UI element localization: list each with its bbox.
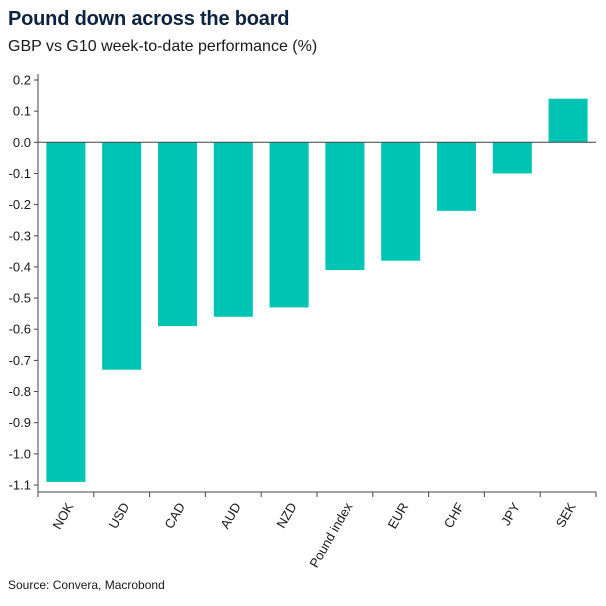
y-tick-label: -0.5 (9, 291, 31, 306)
bar-sek (548, 98, 588, 143)
y-tick-label: -0.4 (9, 259, 31, 274)
x-tick-label: USD (106, 500, 133, 531)
y-tick-label: -0.9 (9, 415, 31, 430)
bar-jpy (492, 142, 532, 174)
chart-title: Pound down across the board (8, 8, 290, 30)
y-tick-label: -0.7 (9, 353, 31, 368)
bar-chf (436, 142, 477, 211)
y-tick-label: -0.2 (9, 197, 31, 212)
y-tick-label: -1.1 (9, 478, 31, 493)
bar-nzd (269, 142, 309, 308)
bar-cad (157, 142, 198, 327)
x-tick-label: Pound index (306, 500, 355, 571)
y-tick-label: -0.1 (9, 166, 31, 181)
y-tick-label: 0.1 (13, 104, 31, 119)
chart-subtitle: GBP vs G10 week-to-date performance (%) (8, 38, 318, 55)
bar-usd (102, 142, 142, 370)
y-tick-label: -0.6 (9, 322, 31, 337)
y-tick-label: 0.2 (13, 73, 31, 88)
x-tick-label: JPY (498, 500, 523, 528)
bar-pound-index (325, 142, 365, 271)
x-tick-label: CAD (161, 500, 188, 531)
x-tick-label: NZD (273, 500, 299, 531)
bar-eur (381, 142, 421, 261)
x-tick-label: EUR (385, 500, 412, 531)
x-tick-label: SEK (553, 500, 579, 530)
bar-nok (46, 142, 86, 482)
y-tick-label: -1.0 (9, 446, 31, 461)
x-tick-label: AUD (217, 500, 244, 531)
y-tick-label: 0.0 (13, 135, 31, 150)
x-tick-label: NOK (49, 500, 76, 532)
source-note: Source: Convera, Macrobond (8, 578, 165, 592)
x-tick-label: CHF (441, 500, 467, 531)
y-tick-label: -0.3 (9, 228, 31, 243)
y-axis: 0.2 0.1 0.0 -0.1 -0.2 -0.3 -0.4 -0.5 -0.6 -0.7 -0.… (9, 73, 39, 493)
bars (46, 98, 588, 482)
y-tick-label: -0.8 (9, 384, 31, 399)
bar-aud (213, 142, 253, 317)
